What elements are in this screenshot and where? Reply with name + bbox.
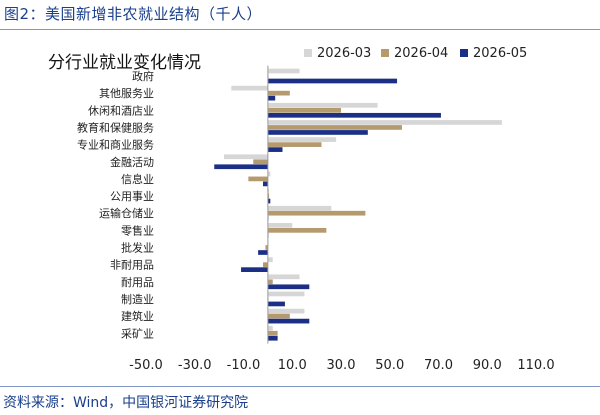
bar-2026-05-批发业 [258,250,268,255]
bar-2026-03-制造业 [267,291,305,297]
bar-2026-03-金融活动 [224,154,268,160]
bar-2026-03-非耐用品 [267,257,273,262]
category-label: 批发业 [121,241,154,255]
category-label: 耐用品 [121,276,154,289]
bar-2026-04-金融活动 [253,159,268,165]
bar-2026-03-零售业 [267,223,293,228]
x-tick-label: 90.0 [473,358,502,373]
legend-swatch-2026-03 [304,49,312,57]
bar-2026-03-耐用品 [267,274,300,280]
bar-2026-05-专业和商业服务 [267,147,283,152]
bar-2026-03-休闲和酒店业 [267,102,378,108]
category-label: 金融活动 [110,155,154,169]
bar-2026-04-其他服务业 [267,90,290,96]
bar-2026-05-公用事业 [267,198,271,204]
bar-2026-04-休闲和酒店业 [267,107,341,113]
category-label: 运输仓储业 [99,206,154,220]
bar-2026-05-休闲和酒店业 [267,112,441,118]
category-label: 非耐用品 [110,259,154,272]
legend-label-2026-05: 2026-05 [473,46,527,61]
bar-2026-03-公用事业 [267,188,270,194]
x-tick-label: 50.0 [375,358,404,373]
bar-2026-03-运输仓储业 [267,205,332,211]
bar-2026-05-采矿业 [267,335,278,341]
bar-chart: 分行业就业变化情况 2026-03 2026-04 2026-05 政府其他服务业休闲和… [48,46,555,373]
bar-2026-05-信息业 [263,181,268,187]
bar-2026-04-批发业 [265,245,268,250]
chart-title: 分行业就业变化情况 [48,53,201,73]
x-tick-label: 110.0 [517,358,554,373]
bar-2026-05-建筑业 [267,318,310,324]
bar-2026-05-耐用品 [267,284,310,290]
category-label: 公用事业 [110,190,154,203]
bar-2026-04-运输仓储业 [267,210,366,216]
legend-label-2026-03: 2026-03 [317,46,371,61]
category-label: 其他服务业 [99,87,154,100]
bar-2026-05-金融活动 [214,164,268,170]
legend-swatch-2026-05 [460,49,468,57]
x-tick-label: 10.0 [278,358,307,373]
bar-2026-05-非耐用品 [241,267,268,272]
bar-2026-03-信息业 [267,171,271,177]
x-tick-label: -50.0 [129,358,163,373]
legend-label-2026-04: 2026-04 [394,46,448,61]
bar-2026-04-教育和保健服务 [267,125,402,130]
category-label: 采矿业 [121,327,154,340]
category-label: 零售业 [121,223,154,237]
x-tick-label: 70.0 [424,358,453,373]
category-label: 专业和商业服务 [77,138,154,152]
bar-2026-04-采矿业 [267,330,278,336]
figure-title: 图2：美国新增非农就业结构（千人） [4,5,263,23]
bar-2026-03-建筑业 [267,308,305,314]
bar-2026-03-专业和商业服务 [267,137,337,142]
x-tick-label: -30.0 [178,358,212,373]
category-label: 休闲和酒店业 [88,103,154,117]
category-label: 建筑业 [121,309,154,323]
bar-2026-03-其他服务业 [231,85,268,91]
category-label: 教育和保健服务 [77,120,154,134]
legend-swatch-2026-04 [381,49,389,57]
bar-2026-05-教育和保健服务 [267,130,368,135]
bar-2026-04-专业和商业服务 [267,142,322,147]
x-tick-label: 30.0 [327,358,356,373]
chart-container: 分行业就业变化情况 2026-03 2026-04 2026-05 政府其他服务业休闲和… [0,30,600,386]
bar-2026-04-零售业 [267,228,327,233]
bar-2026-04-耐用品 [267,279,273,285]
bar-2026-03-采矿业 [267,325,273,331]
top-divider [0,29,600,30]
bar-2026-04-建筑业 [267,313,290,319]
x-tick-label: -10.0 [227,358,261,373]
bar-2026-04-公用事业 [267,193,270,199]
category-label: 政府 [132,69,154,83]
bar-2026-05-制造业 [267,301,285,307]
bar-2026-04-非耐用品 [263,262,268,267]
category-label: 信息业 [121,172,154,186]
bar-2026-03-政府 [267,68,300,74]
bar-2026-04-信息业 [248,176,268,182]
bar-2026-05-政府 [267,78,398,84]
bar-2026-05-其他服务业 [267,95,276,101]
source-note: 资料来源：Wind，中国银河证券研究院 [3,395,249,411]
category-label: 制造业 [121,292,154,306]
bottom-divider [0,386,600,387]
bar-2026-03-教育和保健服务 [267,120,502,125]
